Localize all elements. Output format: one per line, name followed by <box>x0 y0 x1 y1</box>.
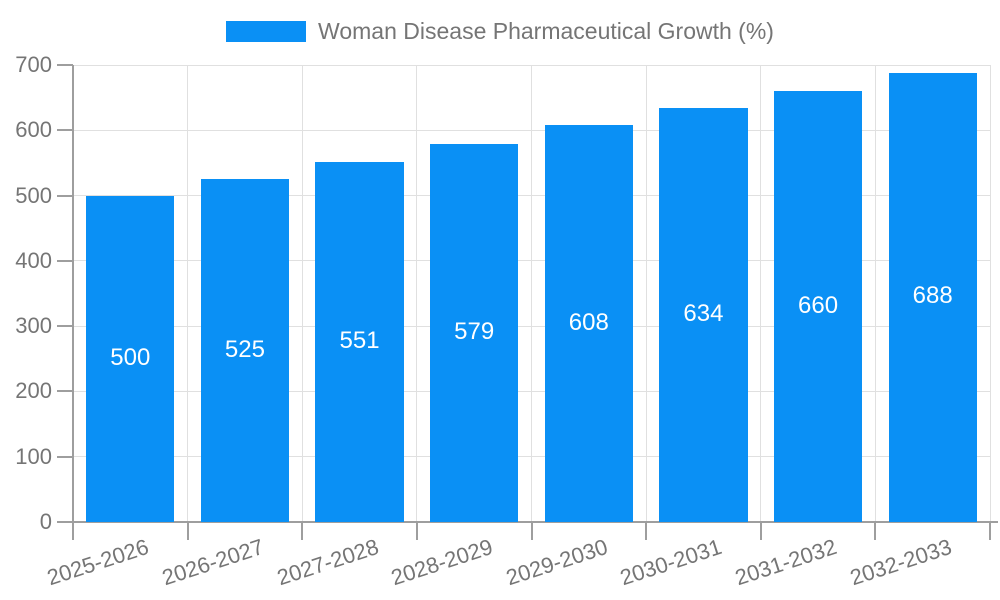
y-tick-label: 0 <box>39 509 52 534</box>
bar[interactable] <box>773 91 863 522</box>
x-tick <box>415 522 418 540</box>
bar[interactable] <box>544 125 633 522</box>
x-gridline <box>301 65 303 522</box>
bar-value-label: 500 <box>110 343 151 371</box>
bar-value-label: 660 <box>798 291 839 319</box>
y-axis-line <box>72 65 74 522</box>
bar-value-label: 551 <box>339 327 380 355</box>
y-tick-label: 100 <box>15 443 52 469</box>
y-tick <box>57 259 73 262</box>
x-gridline <box>531 65 532 522</box>
x-tick <box>530 522 533 540</box>
x-gridline <box>416 65 418 522</box>
x-tick <box>301 522 304 540</box>
x-tick <box>645 522 648 540</box>
bar-value-label: 688 <box>912 282 953 310</box>
y-tick-label: 500 <box>15 182 52 208</box>
y-tick <box>57 129 73 132</box>
y-tick <box>57 455 73 458</box>
y-tick-label: 700 <box>15 52 52 77</box>
y-tick-label: 400 <box>15 247 52 273</box>
x-tick <box>72 522 74 540</box>
y-tick <box>57 194 73 197</box>
plot-area: 0 100 200 300 400 500 600 700 500 2025-2026 525 202… <box>15 52 998 590</box>
bar[interactable] <box>659 108 748 522</box>
x-gridline <box>874 65 876 522</box>
x-gridline <box>187 65 189 522</box>
y-tick <box>57 325 73 328</box>
bar[interactable] <box>200 179 290 522</box>
y-tick <box>57 390 73 393</box>
x-gridline <box>989 65 991 522</box>
x-gridline <box>645 65 647 522</box>
x-axis-line <box>57 521 998 523</box>
legend-swatch-icon <box>226 20 307 42</box>
bar-value-label: 579 <box>454 317 495 345</box>
x-tick <box>186 522 189 540</box>
y-tick <box>57 64 73 66</box>
bar[interactable] <box>430 143 519 522</box>
bar[interactable] <box>888 72 977 522</box>
y-tick-label: 200 <box>15 378 52 404</box>
x-gridline <box>760 65 762 522</box>
y-tick-label: 300 <box>15 313 52 339</box>
x-tick <box>989 522 991 540</box>
bar-value-label: 634 <box>683 300 724 328</box>
legend: Woman Disease Pharmaceutical Growth (%) <box>0 18 1000 44</box>
bar[interactable] <box>86 195 175 522</box>
bar-value-label: 525 <box>224 335 265 363</box>
legend-label: Woman Disease Pharmaceutical Growth (%) <box>318 18 774 44</box>
legend-item[interactable]: Woman Disease Pharmaceutical Growth (%) <box>226 18 774 44</box>
y-tick-label: 600 <box>15 117 52 143</box>
x-tick <box>874 522 877 540</box>
bar-value-label: 608 <box>568 308 609 336</box>
x-tick <box>759 522 762 540</box>
bar[interactable] <box>315 162 404 522</box>
